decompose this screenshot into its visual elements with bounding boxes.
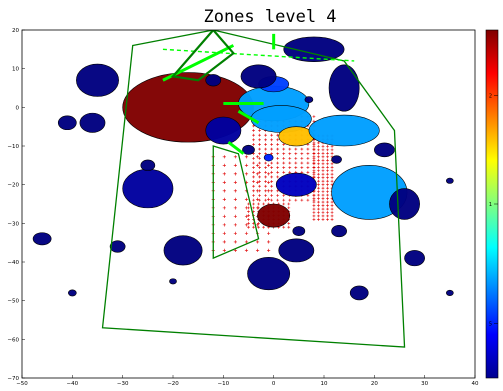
y-tick-label-5: −30 [7, 221, 19, 227]
zone-25 [109, 240, 126, 253]
zone-35 [446, 177, 454, 184]
x-tick-label-1: −40 [67, 381, 79, 387]
zone-0 [76, 63, 119, 97]
zone-16 [247, 257, 291, 291]
zone-30 [331, 155, 342, 164]
x-tick-label-2: −30 [117, 381, 129, 387]
zone-21 [57, 115, 77, 131]
zone-10 [275, 172, 317, 197]
zone-11 [257, 203, 291, 228]
y-tick-label-4: −20 [7, 183, 19, 189]
zone-6 [205, 116, 242, 145]
zone-34 [68, 289, 77, 297]
zone-layer [3, 36, 454, 301]
well-4 [227, 140, 245, 155]
zone-32 [292, 226, 306, 237]
x-tick-label-7: 20 [371, 381, 378, 387]
zone-14 [328, 64, 360, 112]
y-tick-label-0: 20 [12, 28, 19, 34]
well-3 [237, 109, 260, 125]
y-tick-label-6: −40 [7, 260, 19, 266]
zone-13 [283, 36, 345, 63]
chart-title: Zones level 4 [203, 7, 336, 27]
zone-19 [374, 142, 395, 158]
grid-region-2 [312, 134, 334, 221]
zone-29 [304, 96, 314, 103]
zone-5 [240, 64, 277, 89]
zone-36 [446, 289, 454, 296]
y-tick-label-7: −50 [7, 299, 19, 305]
zone-18 [389, 188, 420, 220]
x-tick-label-4: −10 [218, 381, 230, 387]
x-tick-label-3: −20 [167, 381, 179, 387]
zone-20 [79, 112, 106, 133]
zone-37 [169, 278, 177, 285]
zone-33 [3, 127, 11, 133]
zone-31 [331, 224, 347, 238]
line-layer [101, 30, 406, 348]
axes-frame [21, 29, 476, 379]
colorbar-tick-label-0: 2 [489, 93, 492, 99]
outer-boundary [101, 30, 406, 348]
x-tick-label-8: 30 [421, 381, 428, 387]
grid-region-0 [211, 155, 271, 252]
zone-26 [140, 159, 156, 172]
zone-27 [242, 144, 255, 155]
x-tick-label-0: −50 [16, 381, 28, 387]
y-tick-label-8: −60 [7, 337, 19, 343]
zone-8 [308, 114, 380, 147]
y-tick-label-1: 10 [12, 67, 19, 73]
well-6 [170, 30, 235, 82]
zone-7 [278, 126, 315, 147]
zone-28 [205, 74, 222, 87]
zone-24 [349, 285, 369, 301]
x-tick-label-5: 0 [272, 381, 276, 387]
colorbar-tick-label-1: 1 [489, 202, 492, 208]
zone-23 [404, 250, 425, 267]
tick-layer: −50 −40 −30 −20 −10 0 10 20 30 40 20 10 0 −10 −20 −30 −4… [7, 28, 479, 387]
zone-38 [263, 153, 274, 162]
colorbar: 2 1 5 [485, 29, 499, 379]
x-tick-label-9: 40 [472, 381, 479, 387]
y-tick-label-9: −70 [7, 376, 19, 382]
y-tick-label-3: −10 [7, 144, 19, 150]
zone-22 [32, 232, 52, 246]
inner-boundary [212, 145, 260, 260]
zone-17 [278, 238, 315, 263]
zone-12 [122, 168, 174, 209]
x-tick-label-6: 10 [321, 381, 328, 387]
zone-15 [163, 235, 203, 266]
y-tick-label-2: 0 [16, 105, 20, 111]
colorbar-tick-label-2: 5 [489, 322, 492, 328]
